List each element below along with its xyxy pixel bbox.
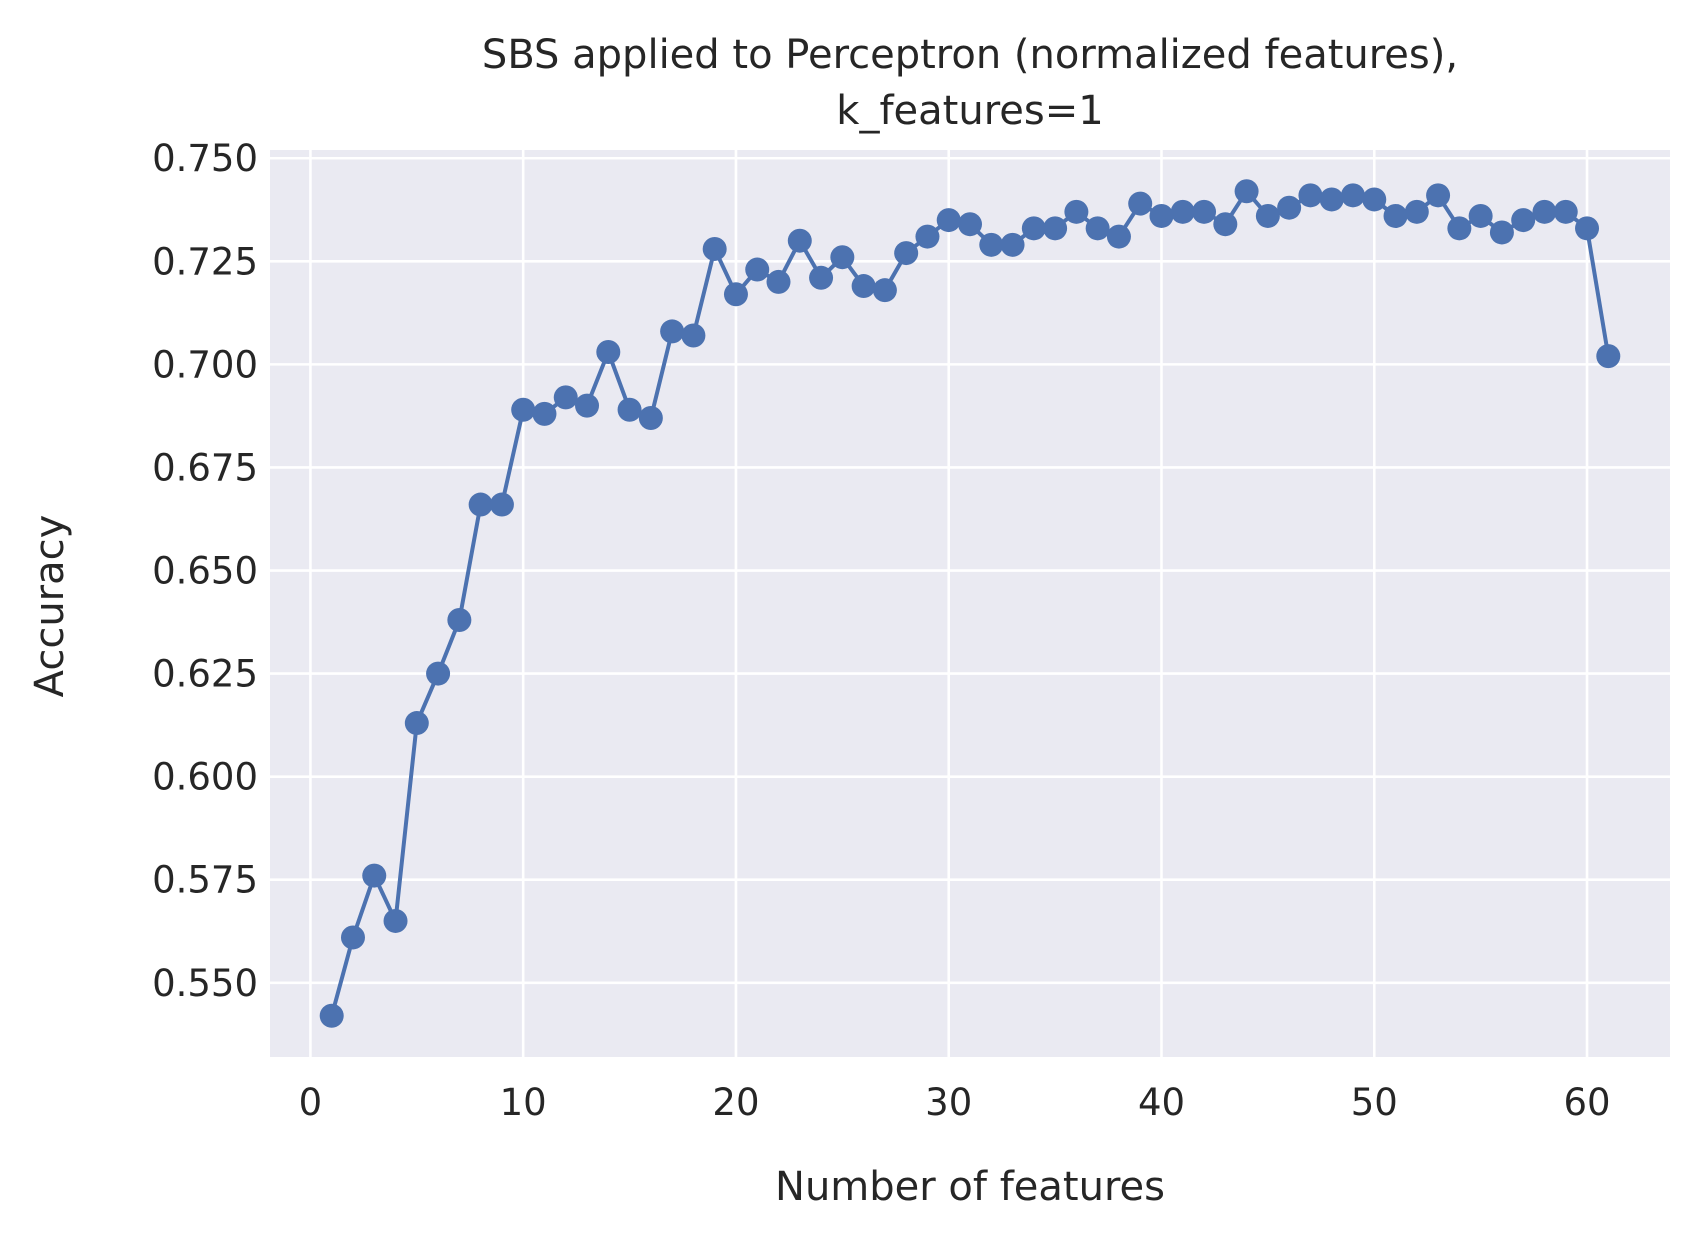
data-point: [1234, 179, 1259, 204]
y-axis-label: Accuracy: [27, 515, 73, 698]
y-tick-label: 0.700: [152, 343, 258, 386]
data-point: [383, 908, 408, 933]
data-point: [340, 925, 365, 950]
chart-title-line-1: SBS applied to Perceptron (normalized fe…: [482, 32, 1458, 78]
chart-title-line-2: k_features=1: [836, 88, 1103, 134]
data-point: [1426, 183, 1451, 208]
data-point: [638, 405, 663, 430]
data-point: [1596, 344, 1621, 369]
data-point: [1298, 183, 1323, 208]
plot-area: [270, 150, 1670, 1057]
x-tick-label: 60: [1563, 1081, 1610, 1124]
data-point: [1000, 232, 1025, 257]
data-point: [596, 340, 621, 365]
data-point: [575, 393, 600, 418]
data-point: [1575, 216, 1600, 241]
data-point: [319, 1003, 344, 1028]
data-point: [1511, 208, 1536, 233]
data-point: [1362, 187, 1387, 212]
data-point: [1043, 216, 1068, 241]
x-axis-label: Number of features: [775, 1164, 1165, 1210]
data-point: [1106, 224, 1131, 249]
data-point: [489, 492, 514, 517]
data-point: [1340, 183, 1365, 208]
data-point: [1489, 220, 1514, 245]
data-point: [851, 274, 876, 299]
data-point: [1532, 199, 1557, 224]
data-point: [532, 401, 557, 426]
data-point: [1149, 203, 1174, 228]
y-tick-label: 0.750: [152, 137, 258, 180]
data-point: [1553, 199, 1578, 224]
data-point: [979, 232, 1004, 257]
y-tick-label: 0.600: [152, 756, 258, 799]
data-point: [1064, 199, 1089, 224]
data-point: [404, 711, 429, 736]
x-tick-label: 20: [712, 1081, 759, 1124]
data-point: [553, 385, 578, 410]
y-tick-label: 0.575: [152, 859, 258, 902]
data-point: [681, 323, 706, 348]
x-axis: 0 10 20 30 40 50 60: [299, 1081, 1611, 1124]
y-tick-label: 0.625: [152, 653, 258, 696]
data-point: [617, 397, 642, 422]
series-accuracy: [319, 179, 1621, 1028]
data-point: [723, 282, 748, 307]
data-point: [1021, 216, 1046, 241]
data-point: [1255, 203, 1280, 228]
data-point: [1447, 216, 1472, 241]
data-point: [1383, 203, 1408, 228]
y-axis: 0.550 0.575 0.600 0.625 0.650 0.675 0.700 0.725…: [152, 137, 258, 1005]
data-point: [362, 863, 387, 888]
data-point: [1085, 216, 1110, 241]
data-point: [511, 397, 536, 422]
data-point: [702, 236, 727, 261]
data-point: [1192, 199, 1217, 224]
y-tick-label: 0.550: [152, 962, 258, 1005]
data-point: [958, 212, 982, 237]
data-point: [830, 245, 855, 270]
y-tick-label: 0.650: [152, 550, 258, 593]
data-point: [1213, 212, 1238, 237]
data-point: [872, 278, 897, 303]
data-point: [787, 228, 812, 253]
data-point: [1170, 199, 1195, 224]
data-point: [1404, 199, 1429, 224]
data-point: [1128, 191, 1153, 216]
data-point: [894, 241, 919, 266]
grid: [270, 150, 1670, 1057]
x-tick-label: 30: [925, 1081, 972, 1124]
x-tick-label: 40: [1138, 1081, 1185, 1124]
data-point: [1319, 187, 1344, 212]
data-point: [809, 265, 834, 290]
data-point: [1468, 203, 1493, 228]
y-tick-label: 0.725: [152, 240, 258, 283]
data-point: [468, 492, 493, 517]
data-point: [936, 208, 961, 233]
x-tick-label: 0: [299, 1081, 323, 1124]
data-point: [766, 269, 791, 294]
data-point: [745, 257, 770, 282]
data-point: [426, 661, 451, 686]
data-point: [660, 319, 685, 344]
data-point: [1277, 195, 1302, 220]
y-tick-label: 0.675: [152, 446, 258, 489]
x-tick-label: 10: [500, 1081, 547, 1124]
data-point: [915, 224, 940, 249]
x-tick-label: 50: [1351, 1081, 1398, 1124]
data-point: [447, 607, 472, 632]
